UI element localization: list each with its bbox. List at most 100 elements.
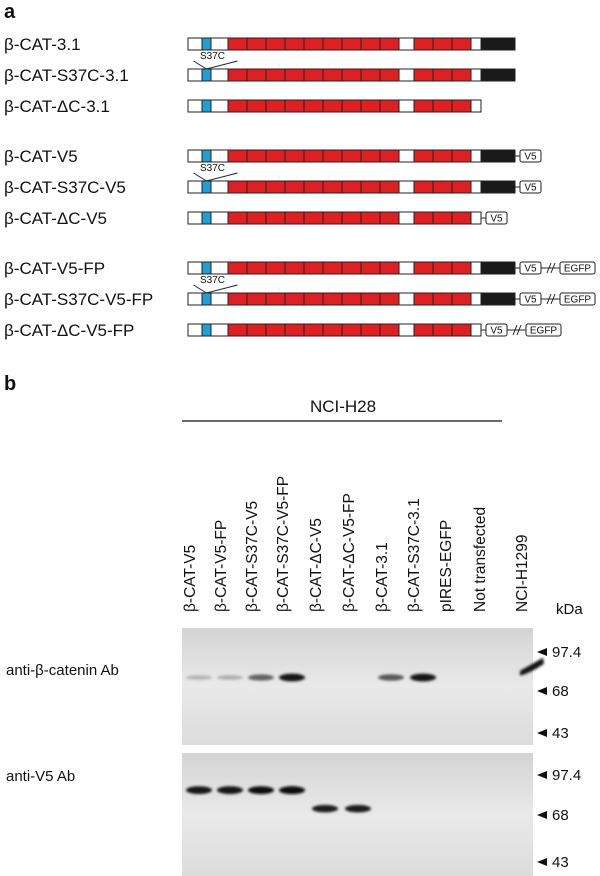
armadillo-repeat	[246, 323, 267, 337]
armadillo-repeat	[413, 323, 434, 337]
armadillo-repeat	[246, 211, 267, 225]
n-terminal-region	[187, 180, 203, 194]
armadillo-repeat	[413, 149, 434, 163]
blot-anti-beta-catenin: anti-β-catenin Ab 97.4 68 43	[6, 628, 581, 745]
linker-region	[470, 323, 482, 337]
armadillo-repeat	[246, 99, 267, 113]
armadillo-repeat	[303, 211, 324, 225]
armadillo-repeat	[284, 211, 305, 225]
linker-region	[470, 37, 482, 51]
armadillo-repeat	[360, 323, 381, 337]
construct-row: β-CAT-ΔC-3.1	[4, 97, 482, 116]
n-terminal-region	[210, 211, 229, 225]
mw-marker-label: 97.4	[552, 767, 581, 784]
armadillo-repeat	[360, 149, 381, 163]
protein-band	[186, 786, 212, 795]
armadillo-repeat	[322, 37, 343, 51]
mw-marker-arrow-icon	[537, 811, 547, 819]
lane-label: β-CAT-S37C-3.1	[406, 498, 423, 612]
armadillo-repeat	[451, 180, 472, 194]
armadillo-repeat	[413, 211, 434, 225]
armadillo-repeat	[451, 99, 472, 113]
armadillo-repeat	[379, 261, 400, 275]
n-terminal-region	[210, 323, 229, 337]
break-mark-icon	[546, 293, 556, 305]
lane-label: β-CAT-3.1	[374, 542, 391, 612]
mw-marker-label: 97.4	[552, 644, 581, 661]
construct-row: β-CAT-ΔC-V5 V5	[4, 209, 508, 228]
gsk3-phospho-site-region	[201, 99, 212, 113]
armadillo-repeat	[246, 149, 267, 163]
protein-band	[186, 675, 212, 680]
mutation-pointer	[193, 172, 238, 182]
linker-region	[470, 211, 482, 225]
gsk3-phospho-site-region	[201, 292, 212, 306]
construct-name: β-CAT-ΔC-V5-FP	[4, 321, 134, 340]
egfp-label: EGFP	[564, 264, 592, 275]
construct-name: β-CAT-V5-FP	[4, 259, 105, 278]
armadillo-repeat	[322, 180, 343, 194]
mw-marker-arrow-icon	[537, 648, 547, 656]
armadillo-repeat	[284, 37, 305, 51]
break-mark-icon	[512, 324, 522, 336]
lane-label: β-CAT-V5	[182, 545, 199, 612]
armadillo-repeat	[341, 180, 362, 194]
n-terminal-region	[187, 37, 203, 51]
armadillo-repeat	[379, 180, 400, 194]
n-terminal-region	[210, 149, 229, 163]
c-terminal-region	[480, 180, 516, 194]
protein-band	[248, 674, 274, 681]
armadillo-repeat	[432, 99, 453, 113]
n-terminal-region	[187, 261, 203, 275]
break-mark-icon	[546, 262, 556, 274]
construct-row: β-CAT-3.1	[4, 35, 516, 54]
linker-region	[398, 68, 415, 82]
lane-label: β-CAT-V5-FP	[213, 520, 230, 612]
mutation-pointer	[193, 60, 238, 70]
armadillo-repeat	[451, 149, 472, 163]
gsk3-phospho-site-region	[201, 149, 212, 163]
construct-diagram: β-CAT-3.1 β-CAT-S37C-3.1 S37C β-CAT-ΔC-3.1 β…	[4, 35, 596, 340]
v5-tag-label: V5	[524, 264, 537, 275]
construct-row: β-CAT-S37C-V5 V5 S37C	[4, 163, 542, 197]
n-terminal-region	[187, 292, 203, 306]
armadillo-repeat	[322, 211, 343, 225]
lane-label: pIRES-EGFP	[438, 520, 455, 612]
armadillo-repeat	[413, 180, 434, 194]
antibody-label: anti-β-catenin Ab	[6, 662, 119, 679]
lane-labels: β-CAT-V5 β-CAT-V5-FP β-CAT-S37C-V5 β-CAT-S3…	[182, 476, 531, 612]
armadillo-repeat	[379, 68, 400, 82]
v5-tag-label: V5	[524, 183, 537, 194]
armadillo-repeat	[432, 323, 453, 337]
armadillo-repeat	[360, 99, 381, 113]
n-terminal-region	[210, 180, 229, 194]
armadillo-repeat	[284, 292, 305, 306]
armadillo-repeat	[246, 180, 267, 194]
armadillo-repeat	[432, 68, 453, 82]
gsk3-phospho-site-region	[201, 323, 212, 337]
mw-marker-label: 68	[552, 683, 569, 700]
construct-row: β-CAT-S37C-V5-FP V5 EGFP S37C	[4, 275, 596, 309]
armadillo-repeat	[322, 149, 343, 163]
protein-band	[345, 804, 371, 813]
armadillo-repeat	[379, 323, 400, 337]
lane-label: Not transfected	[472, 507, 489, 612]
lane-label: β-CAT-S37C-V5	[244, 501, 261, 612]
mw-marker-label: 68	[552, 807, 569, 824]
armadillo-repeat	[284, 68, 305, 82]
v5-tag-box	[485, 211, 508, 225]
v5-tag-box	[519, 180, 542, 194]
armadillo-repeat	[303, 261, 324, 275]
v5-tag-label: V5	[524, 295, 537, 306]
armadillo-repeat	[303, 37, 324, 51]
construct-name: β-CAT-S37C-V5	[4, 178, 126, 197]
lane-label: β-CAT-ΔC-V5	[308, 518, 325, 612]
protein-band	[248, 786, 274, 795]
linker-region	[470, 68, 482, 82]
n-terminal-region	[187, 68, 203, 82]
armadillo-repeat	[413, 292, 434, 306]
n-terminal-region	[187, 211, 203, 225]
panel-a-letter: a	[4, 1, 16, 23]
armadillo-repeat	[303, 68, 324, 82]
egfp-label: EGFP	[564, 295, 592, 306]
